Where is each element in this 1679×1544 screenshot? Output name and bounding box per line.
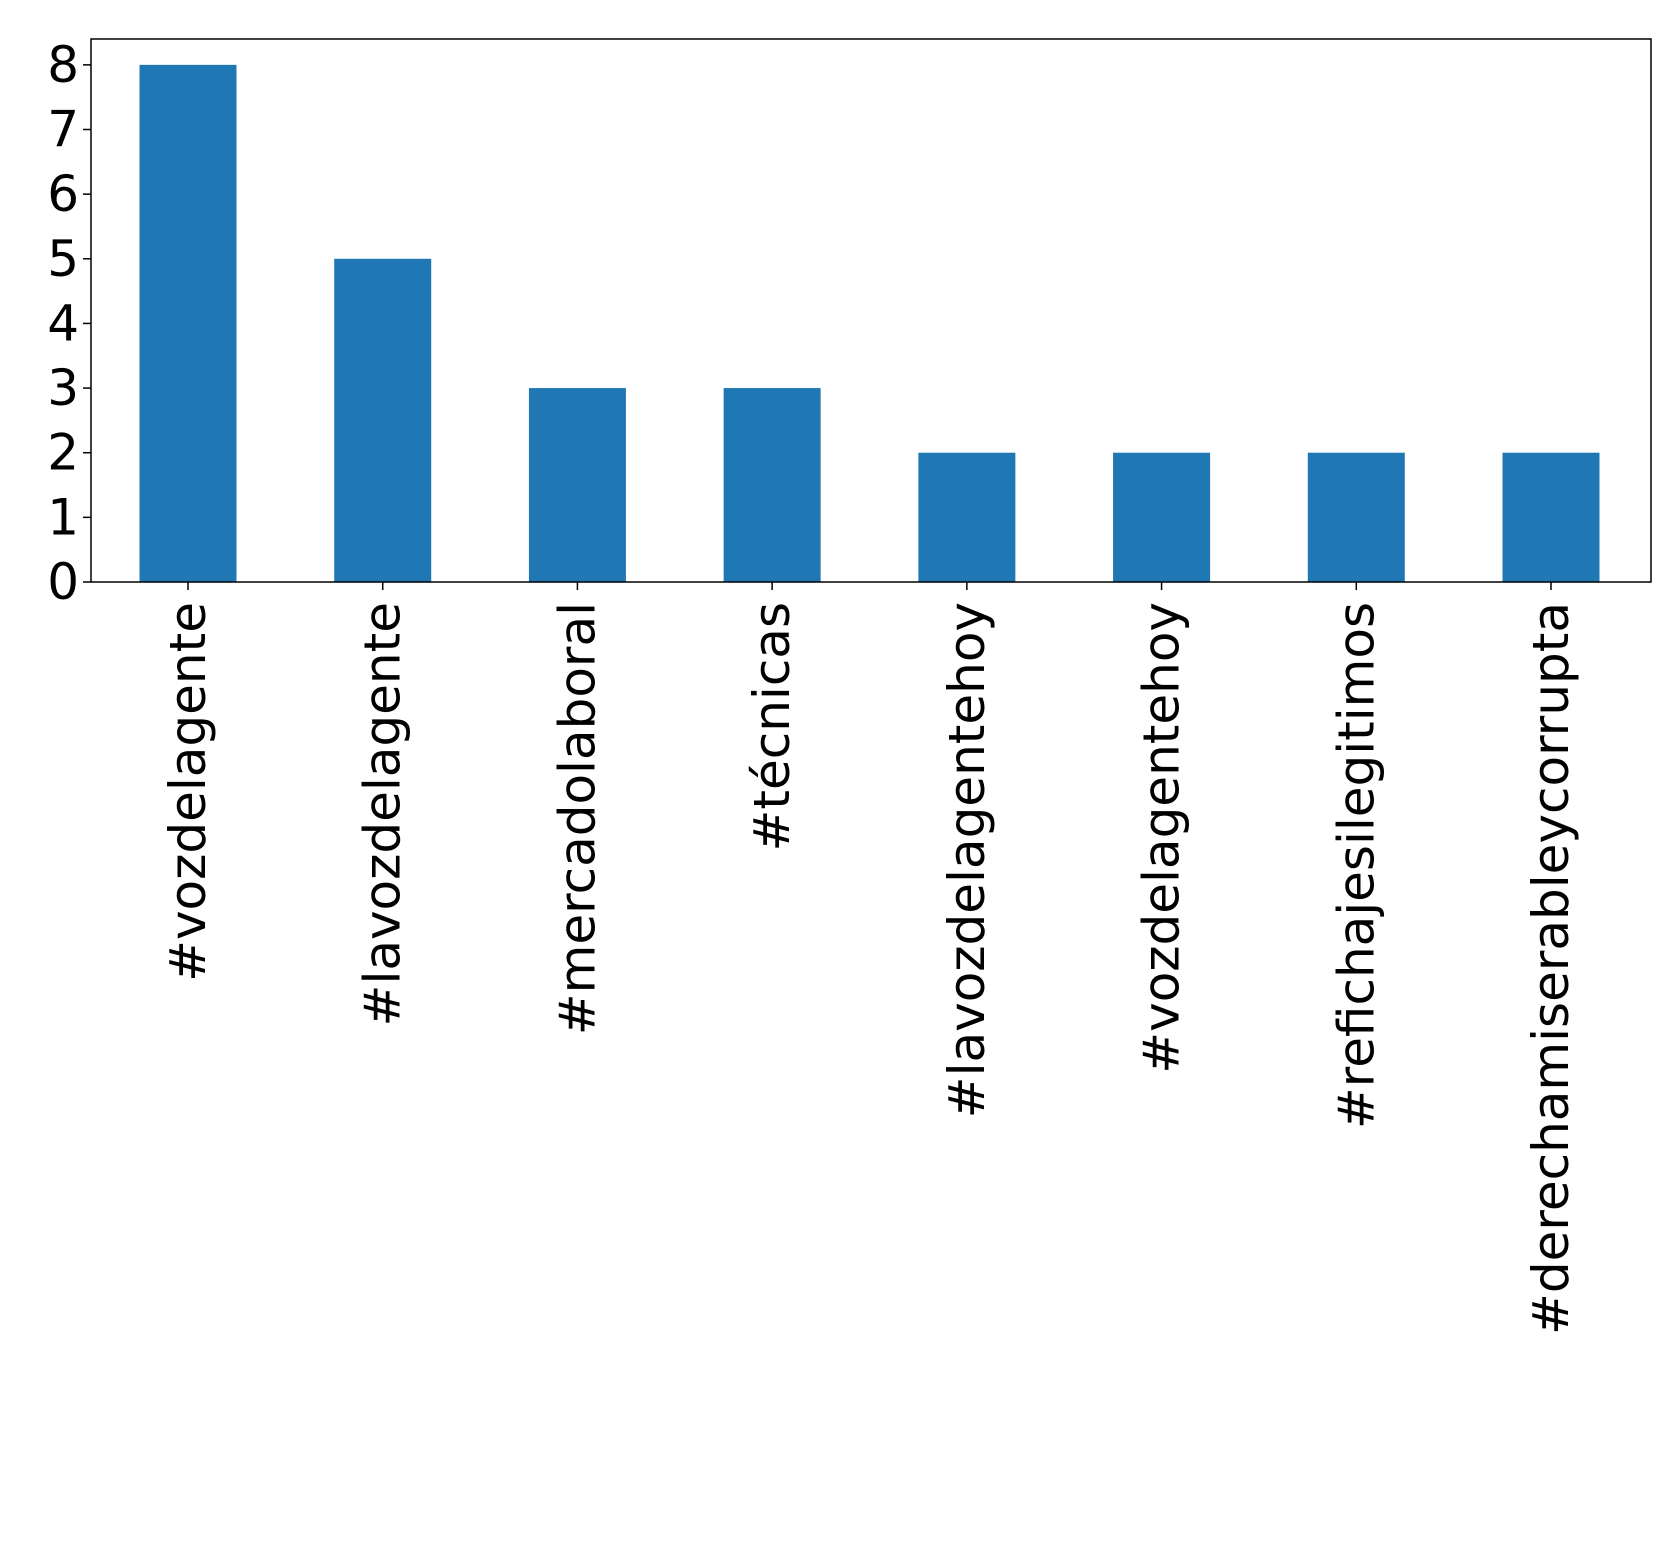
x-axis: #vozdelagente #lavozdelagente #mercadolabo…: [159, 582, 1580, 1335]
y-tick-label-3: 3: [47, 359, 79, 417]
y-tick-label-5: 5: [47, 230, 79, 288]
x-tick-label-6: #vozdelagentehoy: [1133, 602, 1191, 1074]
bars-group: [139, 64, 1600, 583]
y-tick-label-8: 8: [47, 36, 79, 94]
bar-8: [1502, 452, 1600, 582]
x-tick-label-3: #mercadolaboral: [548, 602, 606, 1035]
x-tick-label-2: #lavozdelagente: [354, 602, 412, 1026]
bar-1: [139, 64, 237, 583]
x-tick-label-4: #técnicas: [743, 602, 801, 852]
bar-4: [723, 388, 821, 582]
y-tick-label-1: 1: [47, 488, 79, 546]
bar-6: [1113, 452, 1211, 582]
x-tick-label-1: #vozdelagente: [159, 602, 217, 982]
bar-3: [528, 388, 626, 582]
y-axis: 0 1 2 3 4 5 6 7 8: [47, 36, 91, 611]
bar-2: [334, 258, 432, 582]
x-tick-label-5: #lavozdelagentehoy: [938, 602, 996, 1118]
x-tick-label-7: #refichajesilegitimos: [1327, 602, 1385, 1129]
bar-5: [918, 452, 1016, 582]
y-tick-label-6: 6: [47, 165, 79, 223]
y-tick-label-7: 7: [47, 101, 79, 159]
y-tick-label-4: 4: [47, 294, 79, 352]
x-tick-label-8: #derechamiserableycorrupta: [1522, 602, 1580, 1335]
bar-7: [1307, 452, 1405, 582]
plot-frame: [90, 38, 1652, 583]
y-tick-label-2: 2: [47, 424, 79, 482]
y-tick-label-0: 0: [47, 553, 79, 611]
